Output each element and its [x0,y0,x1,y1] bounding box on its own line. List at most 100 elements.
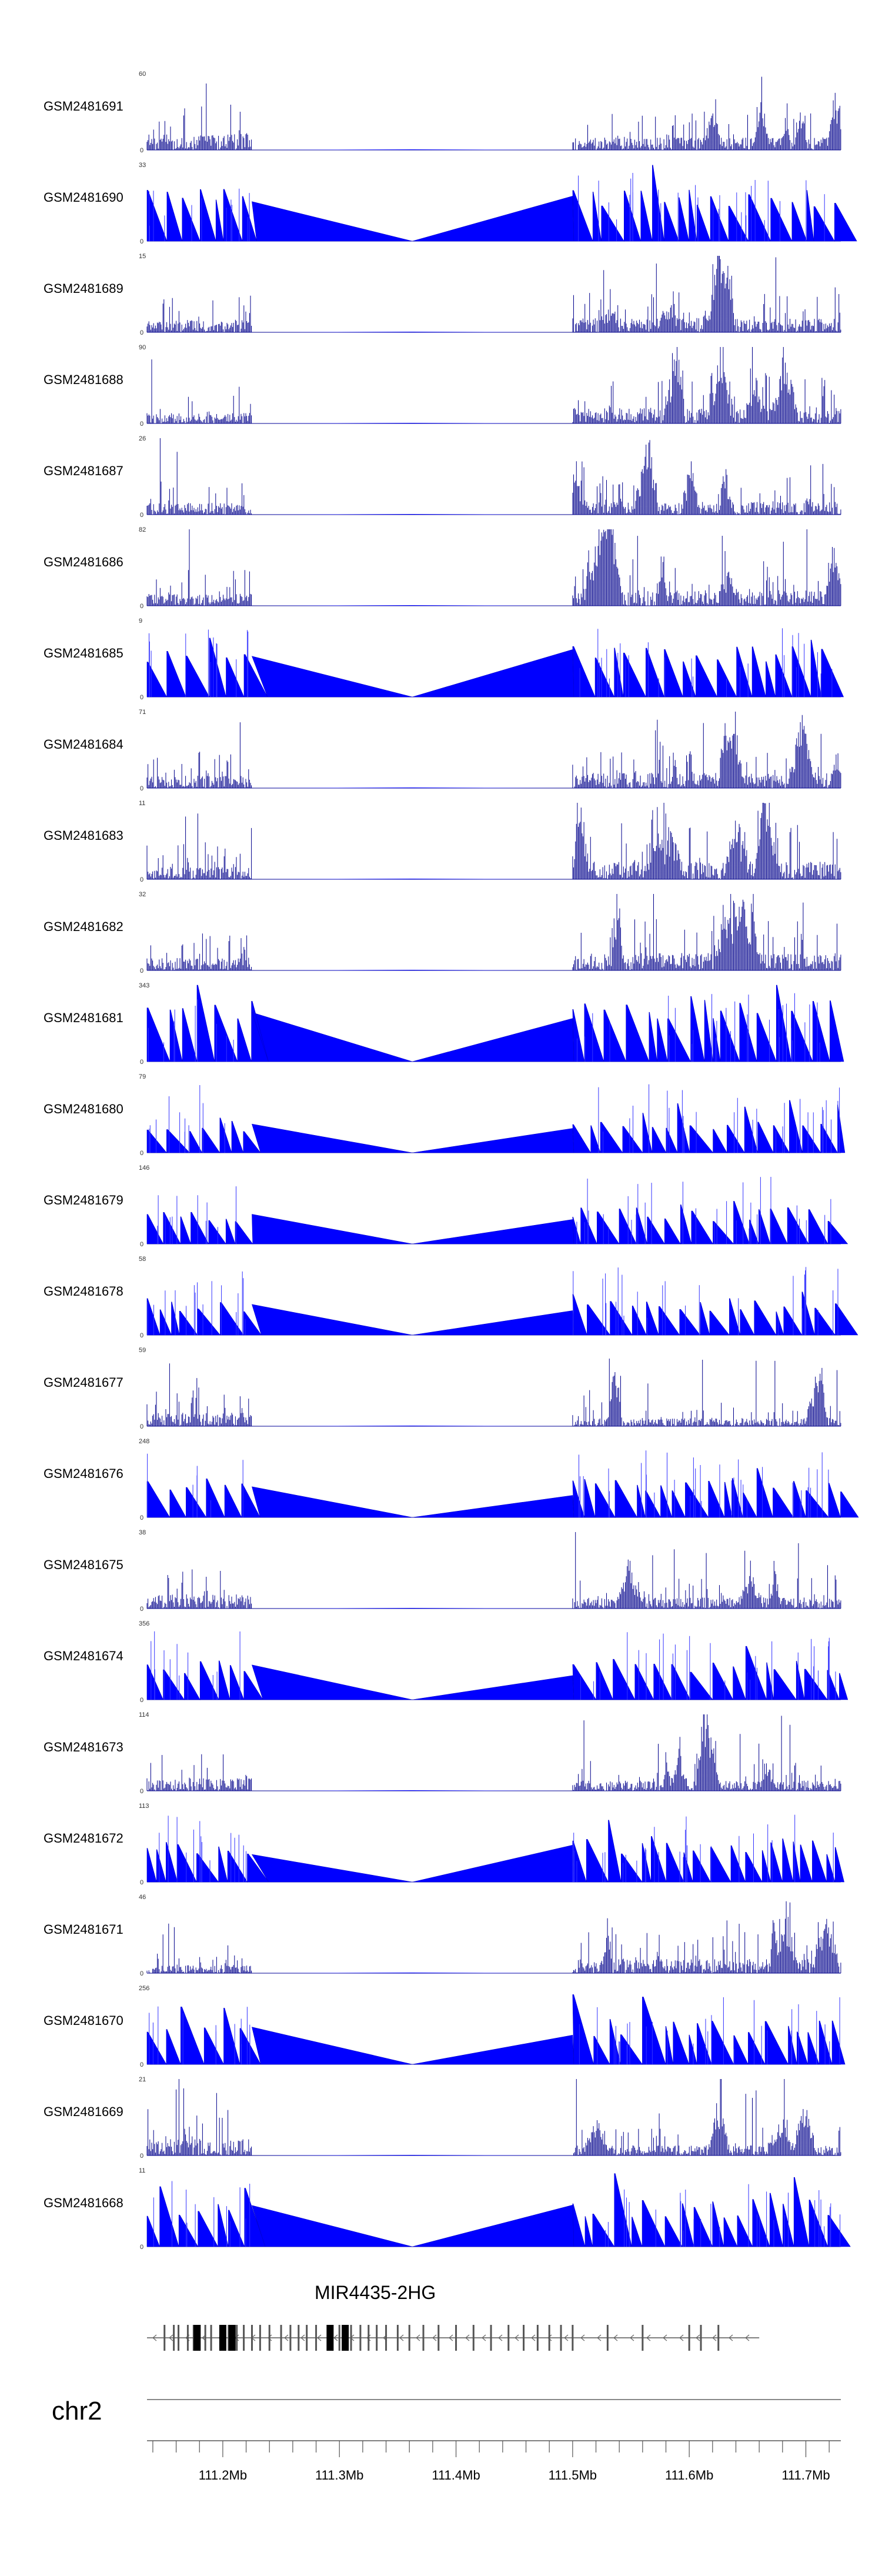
track-GSM2481684: GSM2481684 71 0 [0,703,882,794]
strand-arrow [300,2334,305,2341]
y-max-label: 26 [139,435,146,442]
gap-connector [252,605,573,606]
track-label: GSM2481679 [44,1193,123,1207]
strand-arrow [333,2334,338,2341]
y-min-label: 0 [140,1514,143,1521]
track-GSM2481679: GSM2481679 146 0 [0,1159,882,1250]
coverage-area [146,1820,844,1883]
gap-connector [252,1608,573,1609]
strand-arrow [465,2334,470,2341]
exon [268,2325,270,2351]
track-GSM2481683: GSM2481683 11 0 [0,794,882,885]
x-tick-label: 111.4Mb [432,2468,480,2482]
coverage-bars [146,1359,841,1426]
x-tick-label: 111.3Mb [315,2468,364,2482]
coverage-spikes [147,1450,829,1517]
strand-arrow [729,2334,733,2341]
exon [338,2325,340,2351]
coverage-spikes [159,1814,834,1882]
track-label: GSM2481682 [44,919,123,934]
coverage-area [146,638,844,698]
exon [243,2325,245,2351]
strand-arrow [679,2334,684,2341]
track-GSM2481682: GSM2481682 32 0 [0,885,882,976]
track-label: GSM2481676 [44,1466,123,1481]
track-plot: 59 0 [139,1347,841,1430]
track-GSM2481675: GSM2481675 38 0 [0,1523,882,1614]
gene-name: MIR4435-2HG [315,2282,436,2303]
track-plot: 11 0 [139,800,841,883]
exon [204,2325,206,2351]
gap-connector [252,149,573,150]
strand-arrow [646,2334,651,2341]
exon [490,2325,492,2351]
coverage-bars [146,76,841,150]
track-label: GSM2481685 [44,646,123,660]
strand-arrow [317,2334,322,2341]
track-label: GSM2481681 [44,1010,123,1025]
track-label: GSM2481669 [44,2104,123,2119]
track-GSM2481677: GSM2481677 59 0 [0,1341,882,1432]
track-plot: 11 0 [139,2167,851,2251]
coverage-bars [146,894,841,970]
y-max-label: 256 [139,1985,149,1992]
y-max-label: 11 [139,2167,145,2174]
track-GSM2481688: GSM2481688 90 0 [0,338,882,429]
exon [642,2325,644,2351]
exon [306,2325,308,2351]
x-tick-label: 111.7Mb [781,2468,830,2482]
coverage-spikes [147,1267,838,1335]
track-plot: 343 0 [139,982,844,1066]
coverage-area [146,1646,848,1701]
y-min-label: 0 [140,1788,143,1795]
coverage-area [146,165,857,242]
y-min-label: 0 [140,967,143,975]
exon [350,2325,352,2351]
y-min-label: 0 [140,512,143,519]
strand-arrow [564,2334,569,2341]
coverage-bars [146,438,841,515]
track-GSM2481669: GSM2481669 21 0 [0,2070,882,2161]
exon [385,2325,387,2351]
coverage-tracks: GSM2481691 60 0 GSM2481690 33 0 GSM2481689 15 0 G… [0,65,882,2251]
exon [259,2325,261,2351]
exon [717,2325,720,2351]
track-label: GSM2481691 [44,99,123,114]
track-label: GSM2481683 [44,828,123,843]
y-min-label: 0 [140,876,143,883]
coverage-bars [146,2079,841,2155]
y-max-label: 33 [139,162,146,169]
exon-thick [193,2325,201,2351]
track-GSM2481678: GSM2481678 58 0 [0,1250,882,1341]
coverage-spikes [149,1997,840,2064]
strand-arrow [630,2334,634,2341]
y-max-label: 59 [139,1347,146,1354]
strand-arrow [663,2334,667,2341]
coverage-bars [146,1901,841,1973]
y-min-label: 0 [140,1059,143,1066]
y-max-label: 38 [139,1529,146,1536]
coverage-spikes [149,628,833,697]
exon [572,2325,574,2351]
track-GSM2481686: GSM2481686 82 0 [0,520,882,612]
exon [186,2325,189,2351]
y-min-label: 0 [140,147,143,154]
exon [507,2325,510,2351]
strand-arrow [152,2334,157,2341]
strand-arrow [597,2334,602,2341]
exon [560,2325,562,2351]
coverage-area [146,1994,846,2066]
exon [437,2325,440,2351]
x-tick-label: 111.5Mb [548,2468,597,2482]
coverage-area [146,1468,859,1519]
track-label: GSM2481687 [44,463,123,478]
gap-connector [252,1790,573,1791]
track-label: GSM2481674 [44,1649,123,1663]
strand-arrow [498,2334,503,2341]
y-min-label: 0 [140,2061,143,2068]
y-min-label: 0 [140,2153,143,2160]
track-label: GSM2481673 [44,1740,123,1754]
track-GSM2481691: GSM2481691 60 0 [0,65,882,156]
track-plot: 26 0 [139,435,841,519]
x-tick-label: 111.2Mb [198,2468,248,2482]
